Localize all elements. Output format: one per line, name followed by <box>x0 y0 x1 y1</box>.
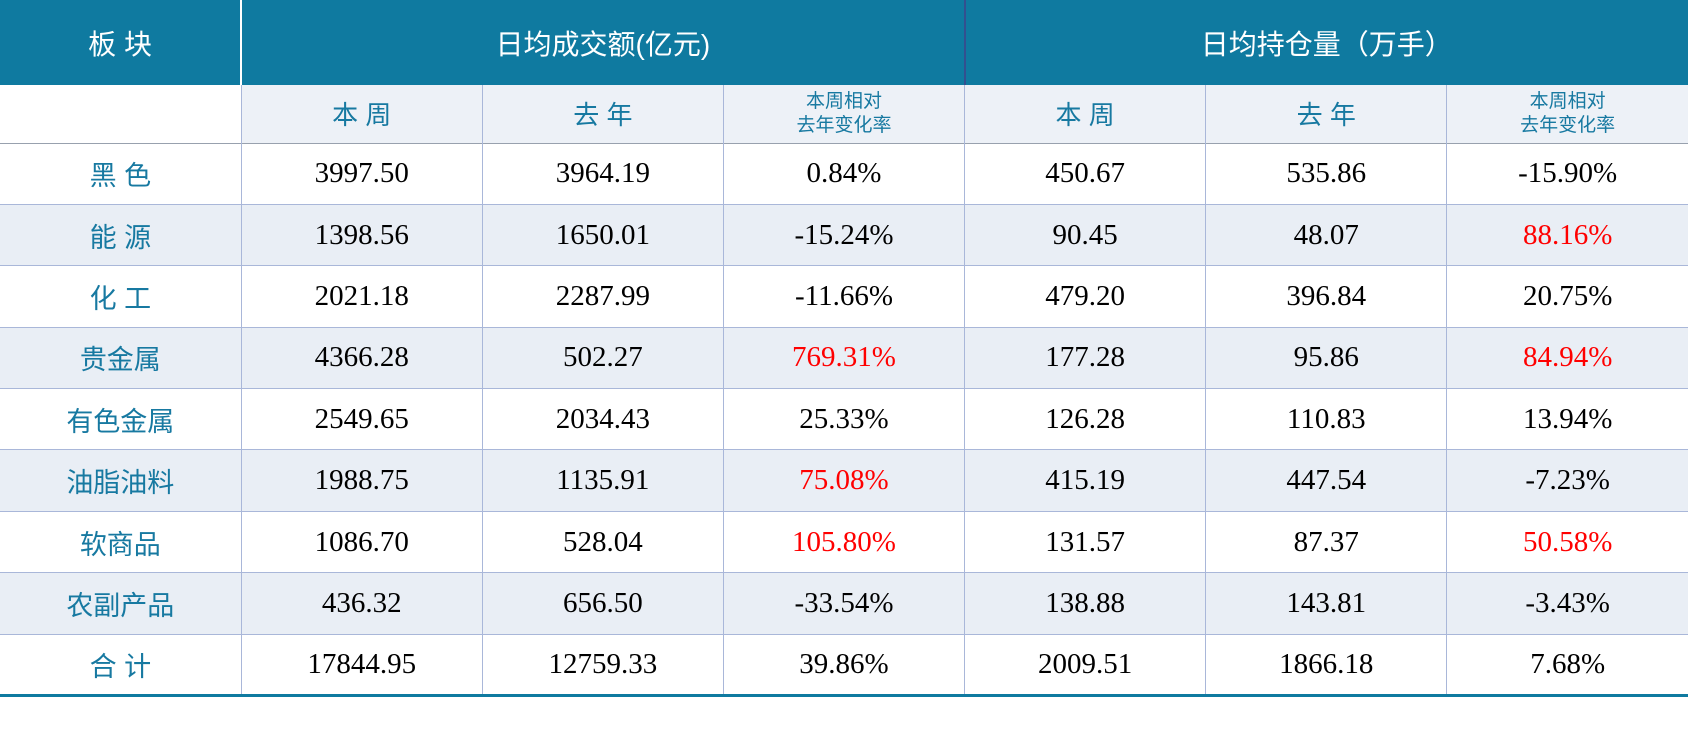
sector-cell: 能 源 <box>0 203 242 266</box>
oi-change-cell: -3.43% <box>1446 572 1688 635</box>
sector-cell: 软商品 <box>0 510 242 573</box>
turnover-change-cell: -33.54% <box>722 572 965 635</box>
oi-week-cell: 479.20 <box>964 265 1206 328</box>
turnover-week-cell: 3997.50 <box>240 142 483 205</box>
turnover-week-cell: 2021.18 <box>240 265 483 328</box>
turnover-last-year-cell: 2034.43 <box>481 388 724 450</box>
turnover-last-year-cell: 502.27 <box>481 326 724 389</box>
section-header-row: 板 块 日均成交额(亿元) 日均持仓量（万手） <box>0 0 1688 85</box>
change-label-line2: 去年变化率 <box>1520 114 1616 136</box>
oi-change-cell: -15.90% <box>1446 142 1688 205</box>
oi-last-year-cell: 1866.18 <box>1205 633 1447 696</box>
oi-last-year-cell: 447.54 <box>1205 449 1447 512</box>
oi-change-cell: 88.16% <box>1446 203 1688 266</box>
turnover-week-cell: 17844.95 <box>240 633 483 696</box>
oi-week-cell: 177.28 <box>964 326 1206 389</box>
oi-week-cell: 450.67 <box>964 142 1206 205</box>
sub-header-oi-this-week: 本 周 <box>964 85 1206 143</box>
row-oils-oilseeds: 油脂油料 1988.75 1135.91 75.08% 415.19 447.5… <box>0 449 1688 512</box>
turnover-week-cell: 4366.28 <box>240 326 483 389</box>
turnover-week-cell: 1988.75 <box>240 449 483 512</box>
oi-week-cell: 90.45 <box>964 203 1206 266</box>
turnover-last-year-cell: 1650.01 <box>481 203 724 266</box>
oi-week-cell: 2009.51 <box>964 633 1206 696</box>
sub-header-turnover-this-week: 本 周 <box>240 85 483 143</box>
sector-cell: 贵金属 <box>0 326 242 389</box>
change-label-line2: 去年变化率 <box>796 114 892 136</box>
row-energy: 能 源 1398.56 1650.01 -15.24% 90.45 48.07 … <box>0 203 1688 266</box>
turnover-change-cell: 39.86% <box>722 633 965 696</box>
sub-header-oi-last-year: 去 年 <box>1205 85 1447 143</box>
turnover-change-cell: 0.84% <box>722 142 965 205</box>
turnover-change-cell: -11.66% <box>722 265 965 328</box>
sector-cell: 黑 色 <box>0 142 242 205</box>
turnover-last-year-cell: 3964.19 <box>481 142 724 205</box>
change-label-line1: 本周相对 <box>805 91 882 112</box>
oi-last-year-cell: 110.83 <box>1205 388 1447 450</box>
sector-cell: 化 工 <box>0 265 242 328</box>
change-label-line1: 本周相对 <box>1529 91 1606 112</box>
row-nonferrous-metals: 有色金属 2549.65 2034.43 25.33% 126.28 110.8… <box>0 388 1688 450</box>
col-header-open-interest: 日均持仓量（万手） <box>963 0 1688 85</box>
oi-last-year-cell: 396.84 <box>1205 265 1447 328</box>
oi-last-year-cell: 143.81 <box>1205 572 1447 635</box>
turnover-last-year-cell: 1135.91 <box>481 449 724 512</box>
turnover-last-year-cell: 12759.33 <box>481 633 724 696</box>
row-precious-metals: 贵金属 4366.28 502.27 769.31% 177.28 95.86 … <box>0 326 1688 389</box>
turnover-last-year-cell: 2287.99 <box>481 265 724 328</box>
oi-week-cell: 131.57 <box>964 510 1206 573</box>
oi-last-year-cell: 535.86 <box>1205 142 1447 205</box>
oi-change-cell: 13.94% <box>1446 388 1688 450</box>
row-black: 黑 色 3997.50 3964.19 0.84% 450.67 535.86 … <box>0 142 1688 205</box>
sector-cell: 农副产品 <box>0 572 242 635</box>
sub-header-turnover-change: 本周相对 去年变化率 <box>722 85 965 143</box>
table-body: 黑 色 3997.50 3964.19 0.84% 450.67 535.86 … <box>0 142 1688 696</box>
row-agricultural-byproducts: 农副产品 436.32 656.50 -33.54% 138.88 143.81… <box>0 572 1688 635</box>
oi-week-cell: 138.88 <box>964 572 1206 635</box>
row-total: 合 计 17844.95 12759.33 39.86% 2009.51 186… <box>0 633 1688 696</box>
oi-week-cell: 415.19 <box>964 449 1206 512</box>
oi-change-cell: 7.68% <box>1446 633 1688 696</box>
turnover-last-year-cell: 528.04 <box>481 510 724 573</box>
sector-cell: 有色金属 <box>0 388 242 450</box>
turnover-week-cell: 1086.70 <box>240 510 483 573</box>
oi-last-year-cell: 95.86 <box>1205 326 1447 389</box>
col-header-sector: 板 块 <box>0 0 242 85</box>
row-chemicals: 化 工 2021.18 2287.99 -11.66% 479.20 396.8… <box>0 265 1688 328</box>
oi-change-cell: -7.23% <box>1446 449 1688 512</box>
sub-header-blank <box>0 85 242 143</box>
turnover-change-cell: 75.08% <box>722 449 965 512</box>
sub-header-oi-change: 本周相对 去年变化率 <box>1446 85 1688 143</box>
turnover-week-cell: 1398.56 <box>240 203 483 266</box>
turnover-change-cell: 769.31% <box>722 326 965 389</box>
row-soft-commodities: 软商品 1086.70 528.04 105.80% 131.57 87.37 … <box>0 510 1688 573</box>
sector-stats-table: 板 块 日均成交额(亿元) 日均持仓量（万手） 本 周 去 年 本周相对 去年变… <box>0 0 1688 698</box>
col-header-turnover: 日均成交额(亿元) <box>240 0 965 85</box>
turnover-change-cell: 105.80% <box>722 510 965 573</box>
turnover-week-cell: 436.32 <box>240 572 483 635</box>
sub-header-row: 本 周 去 年 本周相对 去年变化率 本 周 去 年 本周相对 去年变化率 <box>0 85 1688 143</box>
turnover-change-cell: 25.33% <box>722 388 965 450</box>
sector-cell: 合 计 <box>0 633 242 696</box>
sector-cell: 油脂油料 <box>0 449 242 512</box>
oi-change-cell: 20.75% <box>1446 265 1688 328</box>
sub-header-turnover-last-year: 去 年 <box>481 85 724 143</box>
turnover-week-cell: 2549.65 <box>240 388 483 450</box>
oi-last-year-cell: 48.07 <box>1205 203 1447 266</box>
oi-change-cell: 84.94% <box>1446 326 1688 389</box>
turnover-last-year-cell: 656.50 <box>481 572 724 635</box>
oi-change-cell: 50.58% <box>1446 510 1688 573</box>
oi-last-year-cell: 87.37 <box>1205 510 1447 573</box>
turnover-change-cell: -15.24% <box>722 203 965 266</box>
table-header: 板 块 日均成交额(亿元) 日均持仓量（万手） 本 周 去 年 本周相对 去年变… <box>0 0 1688 143</box>
oi-week-cell: 126.28 <box>964 388 1206 450</box>
